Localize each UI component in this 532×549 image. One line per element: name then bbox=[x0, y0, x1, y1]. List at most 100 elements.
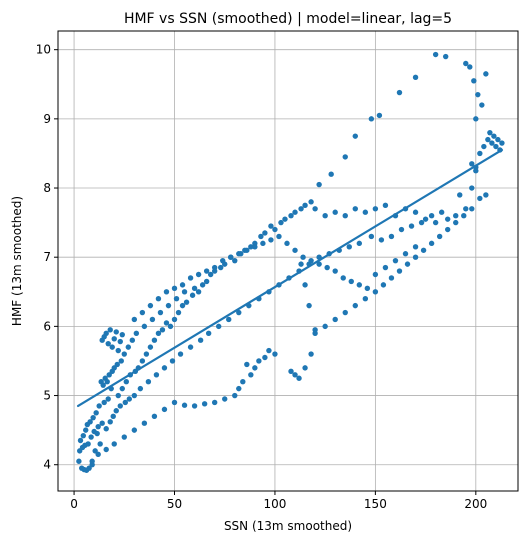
x-tick-label: 0 bbox=[70, 497, 78, 511]
data-point bbox=[159, 327, 166, 333]
data-point bbox=[380, 282, 387, 288]
data-point bbox=[469, 161, 475, 167]
data-point bbox=[126, 396, 133, 402]
data-point bbox=[356, 240, 363, 247]
data-point bbox=[453, 219, 459, 226]
data-point bbox=[87, 419, 93, 425]
data-point bbox=[483, 192, 489, 198]
y-tick-label: 4 bbox=[43, 458, 51, 472]
data-point bbox=[191, 285, 198, 292]
data-point bbox=[195, 271, 202, 278]
data-point bbox=[475, 91, 481, 98]
data-point bbox=[412, 244, 419, 250]
data-point bbox=[312, 206, 318, 212]
data-point bbox=[422, 216, 429, 222]
data-point bbox=[483, 71, 489, 77]
data-point bbox=[499, 140, 505, 146]
data-point bbox=[444, 216, 451, 222]
data-point bbox=[479, 102, 485, 108]
data-point bbox=[111, 336, 117, 342]
data-point bbox=[436, 233, 443, 240]
data-point bbox=[248, 244, 254, 250]
data-point bbox=[90, 414, 96, 421]
data-point bbox=[103, 330, 109, 336]
data-point bbox=[118, 358, 124, 364]
data-point bbox=[302, 202, 308, 209]
data-point bbox=[93, 410, 99, 416]
data-point bbox=[262, 354, 268, 361]
data-point bbox=[105, 340, 111, 347]
y-tick-label: 5 bbox=[43, 389, 51, 403]
data-point bbox=[155, 330, 162, 336]
data-point bbox=[362, 295, 369, 302]
data-point bbox=[346, 244, 352, 250]
data-point bbox=[388, 233, 395, 240]
data-point bbox=[378, 237, 385, 243]
data-point bbox=[298, 206, 304, 212]
data-point bbox=[95, 423, 101, 430]
data-point bbox=[139, 358, 146, 364]
data-point bbox=[244, 247, 250, 253]
data-point bbox=[115, 392, 121, 399]
data-point bbox=[412, 74, 419, 81]
data-point bbox=[179, 302, 186, 309]
data-point bbox=[382, 202, 389, 209]
data-point bbox=[328, 171, 334, 177]
data-point bbox=[302, 365, 308, 371]
data-point bbox=[131, 392, 138, 399]
data-point bbox=[408, 223, 415, 229]
data-point bbox=[211, 399, 218, 406]
data-point bbox=[244, 361, 250, 368]
data-point bbox=[376, 112, 383, 119]
data-point bbox=[153, 372, 160, 378]
data-point bbox=[220, 257, 226, 264]
axis-ticks: 0 50 100 150 200 4 5 6 7 8 9 10 bbox=[36, 43, 488, 511]
data-point bbox=[215, 323, 222, 330]
data-point bbox=[485, 136, 491, 143]
data-point bbox=[268, 223, 274, 229]
x-tick-label: 150 bbox=[364, 497, 387, 511]
data-point bbox=[141, 420, 148, 426]
data-point bbox=[181, 402, 188, 408]
data-point bbox=[113, 329, 119, 335]
data-point bbox=[324, 264, 330, 271]
data-point bbox=[364, 285, 371, 292]
data-point bbox=[94, 430, 100, 437]
data-point bbox=[163, 320, 170, 326]
data-point bbox=[123, 379, 129, 385]
data-point bbox=[117, 338, 123, 345]
data-point bbox=[201, 401, 208, 407]
data-point bbox=[83, 427, 89, 433]
data-point bbox=[125, 344, 132, 350]
data-point bbox=[89, 458, 95, 464]
y-tick-label: 10 bbox=[36, 43, 51, 57]
data-point bbox=[218, 264, 224, 271]
data-point bbox=[402, 251, 409, 257]
data-point bbox=[199, 282, 206, 288]
data-point bbox=[171, 285, 178, 292]
data-point bbox=[322, 323, 328, 330]
data-point bbox=[372, 289, 379, 295]
data-point bbox=[368, 233, 375, 240]
data-point bbox=[122, 399, 128, 406]
data-point bbox=[143, 351, 150, 357]
data-point bbox=[342, 154, 348, 160]
data-point bbox=[111, 441, 117, 447]
data-point bbox=[398, 226, 405, 233]
data-point bbox=[282, 216, 288, 222]
data-point bbox=[278, 219, 284, 226]
data-point bbox=[491, 133, 497, 139]
data-point bbox=[312, 327, 318, 333]
data-point bbox=[453, 212, 459, 219]
data-point bbox=[471, 78, 477, 84]
data-point bbox=[332, 209, 338, 215]
data-point bbox=[211, 264, 218, 271]
data-point bbox=[141, 323, 148, 330]
data-point bbox=[100, 382, 106, 388]
data-point bbox=[493, 143, 499, 150]
data-point bbox=[258, 233, 264, 240]
data-point bbox=[119, 385, 125, 392]
data-point bbox=[145, 379, 152, 385]
data-point bbox=[432, 51, 439, 58]
